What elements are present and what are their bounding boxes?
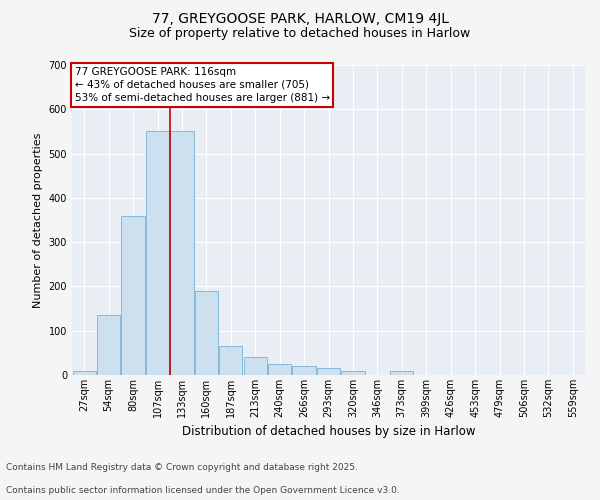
Text: Contains public sector information licensed under the Open Government Licence v3: Contains public sector information licen…: [6, 486, 400, 495]
Bar: [146, 132, 169, 375]
Bar: [219, 346, 242, 375]
Text: 77, GREYGOOSE PARK, HARLOW, CM19 4JL: 77, GREYGOOSE PARK, HARLOW, CM19 4JL: [151, 12, 449, 26]
Text: 77 GREYGOOSE PARK: 116sqm
← 43% of detached houses are smaller (705)
53% of semi: 77 GREYGOOSE PARK: 116sqm ← 43% of detac…: [74, 66, 329, 103]
Bar: [244, 358, 267, 375]
Bar: [121, 216, 145, 375]
Bar: [170, 132, 194, 375]
Text: Contains HM Land Registry data © Crown copyright and database right 2025.: Contains HM Land Registry data © Crown c…: [6, 464, 358, 472]
Bar: [268, 364, 291, 375]
Bar: [292, 366, 316, 375]
Bar: [390, 372, 413, 375]
Bar: [341, 370, 365, 375]
X-axis label: Distribution of detached houses by size in Harlow: Distribution of detached houses by size …: [182, 426, 475, 438]
Text: Size of property relative to detached houses in Harlow: Size of property relative to detached ho…: [130, 28, 470, 40]
Y-axis label: Number of detached properties: Number of detached properties: [33, 132, 43, 308]
Bar: [195, 291, 218, 375]
Bar: [73, 370, 96, 375]
Bar: [97, 315, 120, 375]
Bar: [317, 368, 340, 375]
